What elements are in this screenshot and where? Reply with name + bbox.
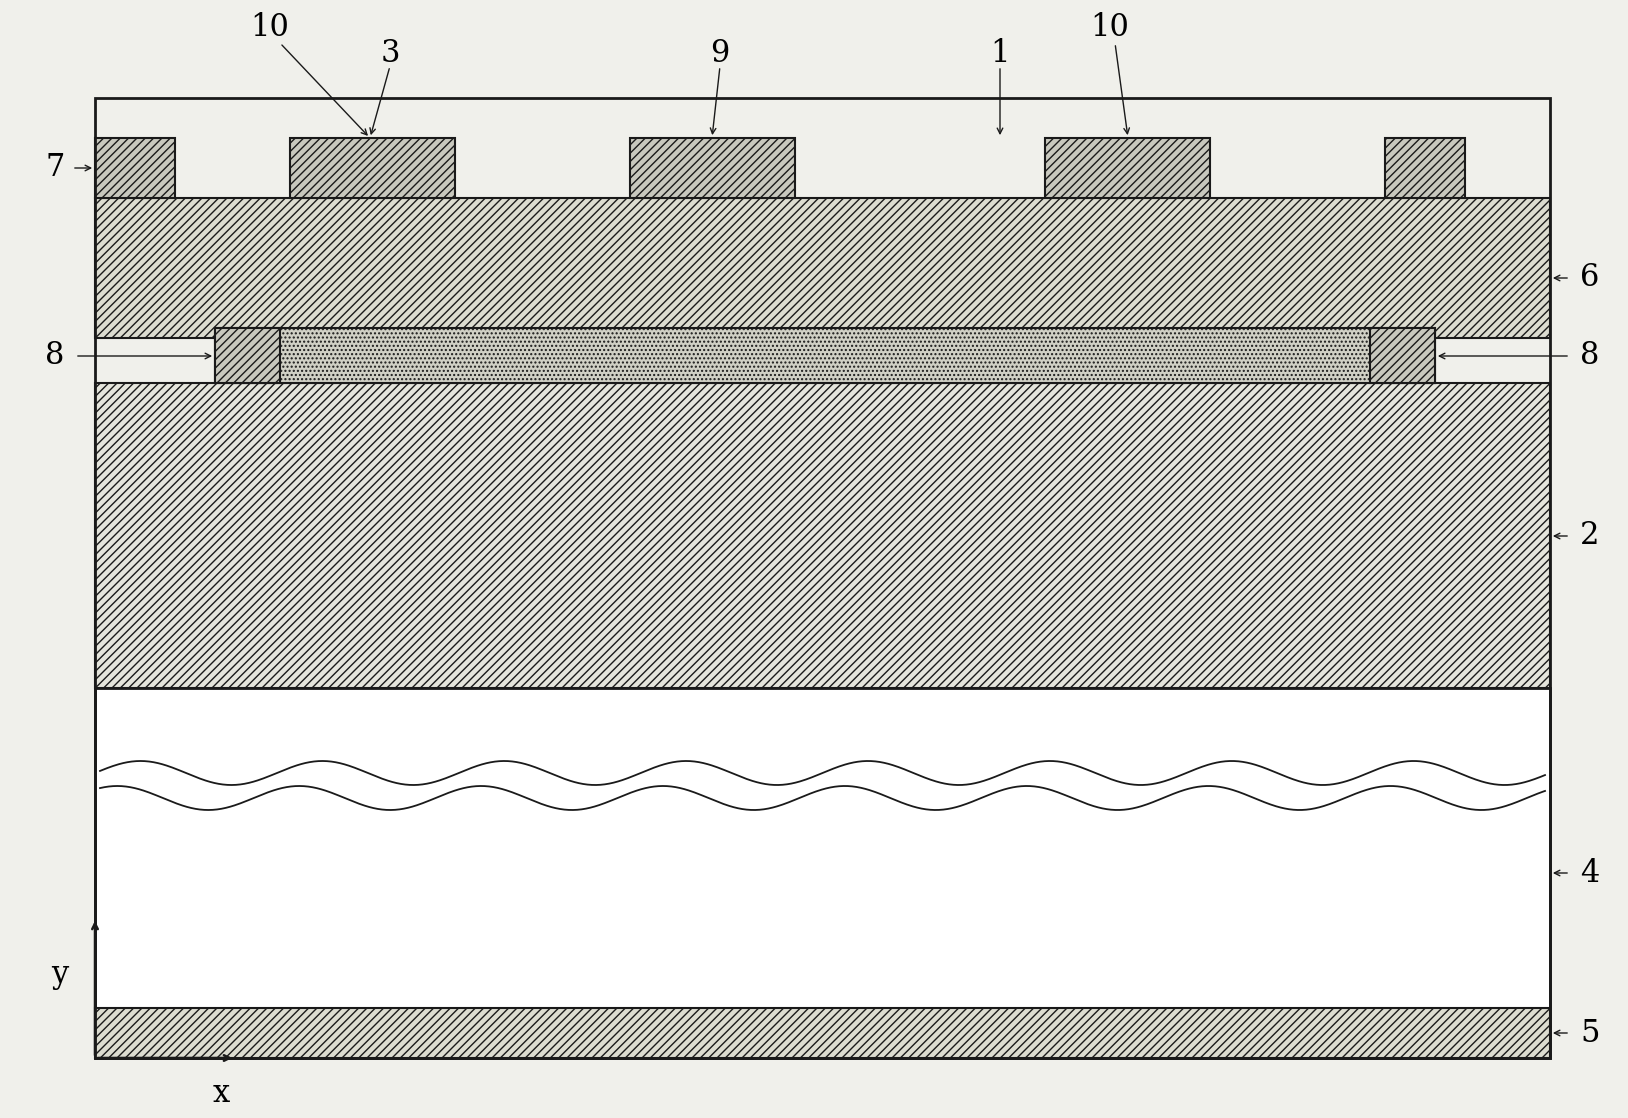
Text: x: x <box>212 1078 230 1109</box>
Bar <box>290 138 454 198</box>
Bar <box>94 383 1550 688</box>
Text: 2: 2 <box>1581 521 1600 551</box>
Text: 1: 1 <box>990 38 1009 68</box>
Bar <box>94 1008 1550 1058</box>
Bar <box>215 328 280 383</box>
Text: y: y <box>52 958 68 989</box>
Text: 6: 6 <box>1581 263 1600 294</box>
Bar <box>1385 138 1465 198</box>
Bar <box>94 198 1550 338</box>
Bar <box>215 328 1434 383</box>
Text: 4: 4 <box>1581 858 1600 889</box>
Text: 10: 10 <box>251 12 290 44</box>
Bar <box>94 688 1550 1058</box>
Bar <box>94 98 1550 1058</box>
Bar <box>1371 328 1434 383</box>
Text: 3: 3 <box>381 38 400 68</box>
Bar <box>1045 138 1210 198</box>
Text: 9: 9 <box>710 38 729 68</box>
Text: 7: 7 <box>46 152 65 183</box>
Text: 5: 5 <box>1581 1017 1600 1049</box>
Bar <box>94 138 174 198</box>
Text: 8: 8 <box>1581 341 1600 371</box>
Text: 8: 8 <box>46 341 65 371</box>
Text: 10: 10 <box>1091 12 1130 44</box>
Bar <box>630 138 794 198</box>
